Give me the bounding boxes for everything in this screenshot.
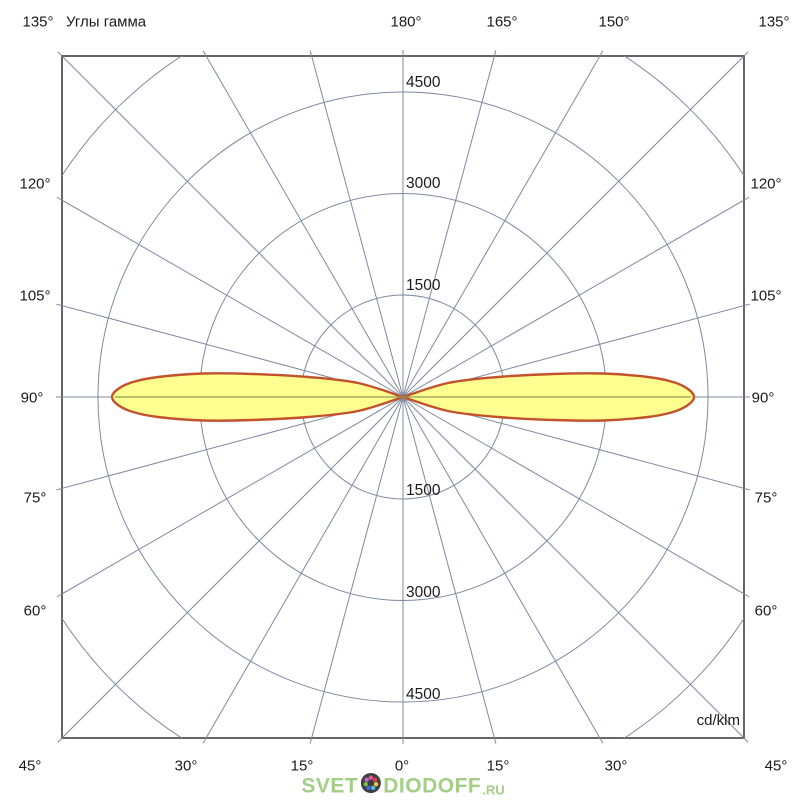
grid-spoke-tick	[57, 51, 63, 57]
gamma-angle-label: 45°	[18, 757, 42, 775]
ring-value-label: 1500	[406, 482, 441, 499]
grid-spoke-tick	[56, 196, 63, 201]
ring-value-label: 3000	[406, 175, 441, 192]
gamma-angle-label: 180°	[390, 13, 422, 31]
gamma-angle-label: 45°	[764, 757, 788, 775]
grid-spoke-tick	[599, 737, 604, 744]
grid-spoke-tick	[493, 50, 497, 57]
gamma-angle-label: 75°	[754, 489, 778, 507]
grid-spoke	[402, 396, 744, 595]
gamma-angle-label: 60°	[23, 602, 47, 620]
watermark-prefix: SVET	[301, 774, 359, 797]
grid-spoke-tick	[743, 593, 750, 598]
grid-spoke	[402, 56, 495, 398]
grid-spoke-tick	[743, 196, 750, 201]
gamma-angle-label: 135°	[758, 13, 790, 31]
gamma-angle-label: 15°	[486, 757, 510, 775]
watermark: SVET DIODOFF .RU	[301, 773, 505, 800]
gamma-angle-label: 90°	[20, 389, 44, 407]
grid-spoke	[62, 396, 404, 738]
ring-value-label: 1500	[406, 277, 441, 294]
grid-spoke	[311, 396, 404, 738]
grid-spoke-tick	[56, 303, 63, 307]
gamma-angle-label: 105°	[19, 287, 51, 305]
ring-value-label: 4500	[406, 74, 441, 91]
grid-spoke	[402, 396, 744, 738]
grid-spoke-tick	[56, 487, 63, 491]
gamma-angle-label: 120°	[750, 175, 782, 193]
grid-spoke	[311, 56, 404, 398]
grid-spoke-tick	[202, 737, 207, 744]
grid-spoke	[402, 199, 744, 398]
gamma-angle-label: 60°	[754, 602, 778, 620]
watermark-suffix: .RU	[482, 782, 505, 798]
gamma-angle-label: 90°	[751, 389, 775, 407]
grid-spoke	[402, 56, 601, 398]
gamma-angle-label: 0°	[394, 757, 410, 775]
gamma-angle-label: 15°	[290, 757, 314, 775]
gamma-angle-label: 150°	[598, 13, 630, 31]
grid-spoke	[62, 305, 404, 398]
grid-spoke-tick	[599, 50, 604, 57]
units-label: cd/klm	[697, 712, 740, 729]
grid-spoke-tick	[743, 487, 750, 491]
grid-spoke	[62, 396, 404, 595]
grid-spoke	[205, 396, 404, 738]
grid-spoke	[402, 396, 744, 489]
color-dots-circle-icon	[360, 773, 381, 800]
grid-spoke-tick	[309, 50, 313, 57]
gamma-angle-label: 30°	[174, 757, 198, 775]
grid-spoke-tick	[56, 593, 63, 598]
grid-spoke	[402, 305, 744, 398]
grid-spoke-tick	[57, 737, 63, 743]
grid-spoke	[62, 56, 404, 398]
grid-spoke-tick	[309, 737, 313, 744]
watermark-middle: DIODOFF	[383, 774, 482, 797]
gamma-angle-label: 105°	[750, 287, 782, 305]
diagram-title: Углы гамма	[66, 13, 147, 31]
grid-spoke-tick	[743, 303, 750, 307]
gamma-angle-label: 135°	[22, 13, 54, 31]
grid-spoke	[205, 56, 404, 398]
gamma-angle-label: 165°	[486, 13, 518, 31]
gamma-angle-label: 30°	[604, 757, 628, 775]
gamma-angle-label: 120°	[19, 175, 51, 193]
grid-spoke	[62, 199, 404, 398]
grid-spoke-tick	[493, 737, 497, 744]
ring-value-label: 3000	[406, 584, 441, 601]
ring-value-label: 4500	[406, 686, 441, 703]
grid-spoke-tick	[743, 51, 749, 57]
grid-spoke-tick	[202, 50, 207, 57]
gamma-angle-label: 75°	[23, 489, 47, 507]
grid-spoke-tick	[743, 737, 749, 743]
grid-spoke	[402, 396, 495, 738]
grid-spoke	[62, 396, 404, 489]
grid-spoke	[402, 56, 744, 398]
grid-spoke	[402, 396, 601, 738]
